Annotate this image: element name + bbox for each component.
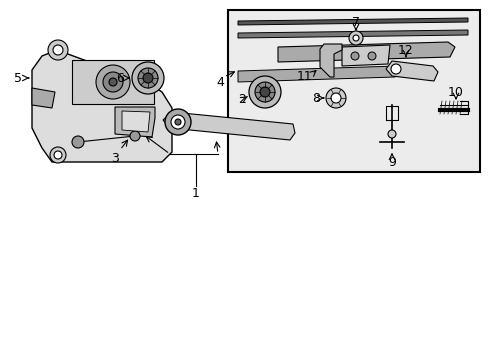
Polygon shape [32, 88, 55, 108]
Circle shape [132, 62, 163, 94]
Bar [72, 60, 154, 104]
Circle shape [130, 131, 140, 141]
Circle shape [53, 45, 63, 55]
Circle shape [348, 31, 362, 45]
Text: 7: 7 [351, 15, 359, 28]
Text: 4: 4 [216, 76, 224, 89]
Text: 9: 9 [387, 156, 395, 168]
Circle shape [72, 136, 84, 148]
Polygon shape [238, 30, 467, 38]
Polygon shape [341, 45, 389, 66]
Text: 10: 10 [447, 86, 463, 99]
Circle shape [350, 52, 358, 60]
Circle shape [109, 78, 117, 86]
Circle shape [138, 68, 158, 88]
Circle shape [352, 35, 358, 41]
Circle shape [390, 64, 400, 74]
Polygon shape [319, 44, 341, 77]
Text: 6: 6 [116, 72, 123, 85]
Circle shape [142, 73, 153, 83]
Text: 8: 8 [311, 91, 319, 104]
Circle shape [260, 87, 269, 97]
Circle shape [175, 119, 181, 125]
Circle shape [164, 109, 191, 135]
Polygon shape [122, 111, 150, 132]
Text: 2: 2 [238, 93, 245, 105]
Polygon shape [385, 61, 437, 81]
Polygon shape [278, 42, 454, 62]
Polygon shape [238, 66, 397, 82]
Polygon shape [163, 112, 294, 140]
Text: 11: 11 [297, 69, 312, 82]
Text: 1: 1 [192, 186, 200, 199]
Polygon shape [238, 18, 467, 25]
Circle shape [254, 82, 274, 102]
Text: 12: 12 [397, 44, 413, 57]
Text: 5: 5 [14, 72, 22, 85]
Circle shape [387, 130, 395, 138]
Polygon shape [115, 107, 155, 137]
Text: 3: 3 [111, 152, 119, 165]
Circle shape [50, 147, 66, 163]
Circle shape [330, 93, 340, 103]
Circle shape [171, 115, 184, 129]
Circle shape [367, 52, 375, 60]
Circle shape [48, 40, 68, 60]
Circle shape [248, 76, 281, 108]
Bar [227, 10, 479, 172]
Polygon shape [32, 50, 172, 162]
Circle shape [103, 72, 123, 92]
Circle shape [96, 65, 130, 99]
Circle shape [54, 151, 62, 159]
Circle shape [325, 88, 346, 108]
